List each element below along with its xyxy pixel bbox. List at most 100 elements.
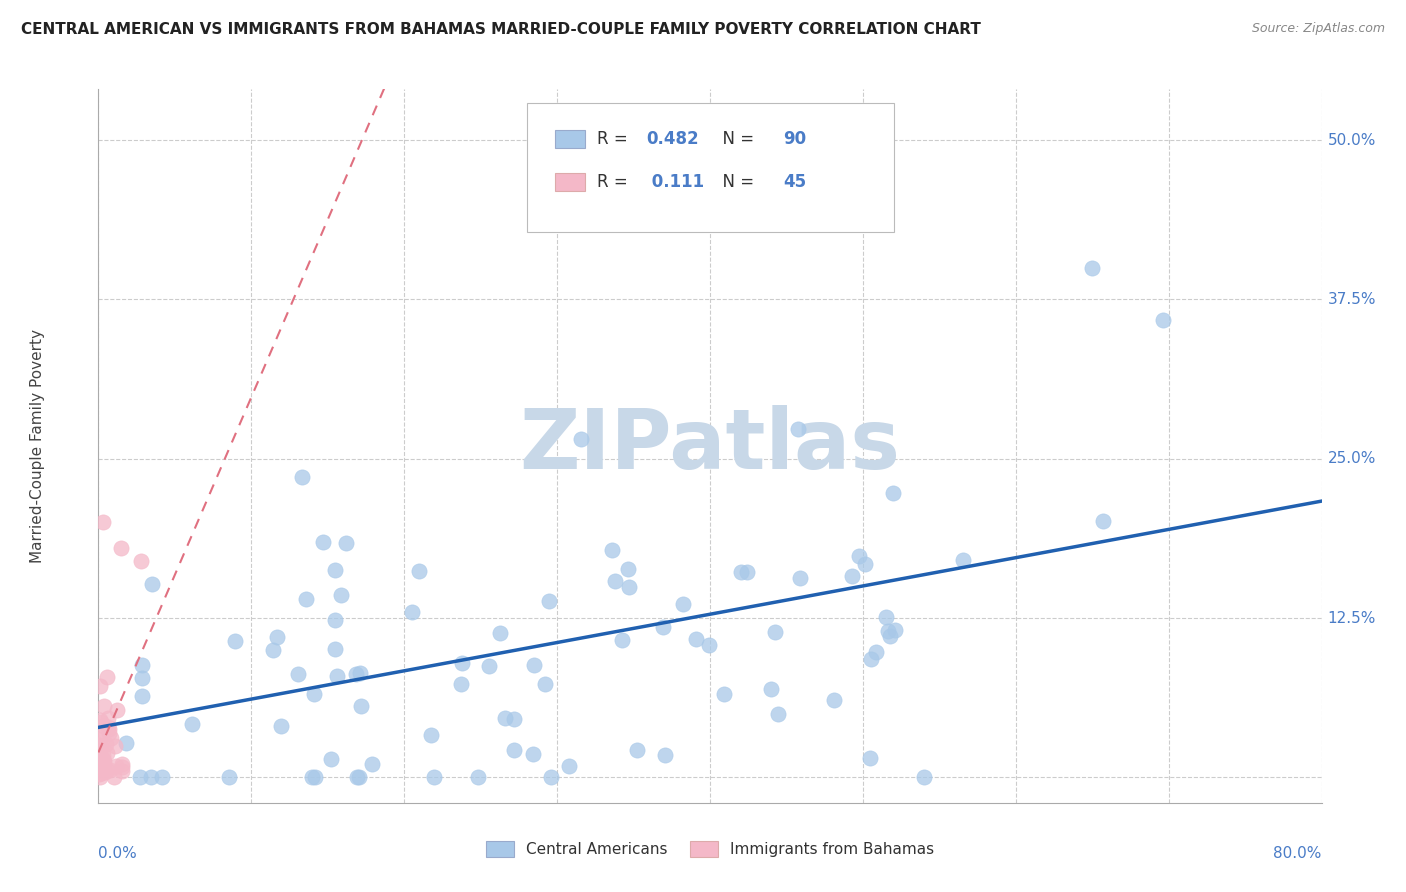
Point	[90, 765, 112, 780]
Point	[91, 516, 114, 530]
FancyBboxPatch shape	[526, 103, 894, 232]
Point	[523, 658, 546, 673]
Point	[603, 574, 626, 588]
Point	[96, 763, 118, 777]
Point	[759, 682, 782, 697]
Point	[823, 693, 845, 707]
Point	[697, 638, 720, 652]
Point	[360, 756, 382, 771]
Point	[323, 642, 346, 657]
Point	[1092, 514, 1115, 528]
Point	[713, 687, 735, 701]
Point	[602, 543, 624, 558]
Text: 0.482: 0.482	[647, 130, 699, 148]
Point	[522, 747, 544, 761]
Point	[302, 686, 325, 700]
Point	[540, 770, 562, 784]
Text: ZIPatlas: ZIPatlas	[520, 406, 900, 486]
Point	[287, 667, 309, 681]
Point	[295, 592, 318, 607]
Point	[1152, 312, 1174, 326]
Text: 80.0%: 80.0%	[1274, 846, 1322, 861]
Point	[129, 554, 152, 568]
Point	[91, 750, 114, 764]
Point	[853, 557, 876, 571]
Point	[323, 613, 346, 627]
Text: 45: 45	[783, 173, 807, 191]
Point	[110, 541, 132, 555]
Point	[879, 629, 901, 643]
Point	[877, 624, 900, 639]
Point	[262, 643, 284, 657]
Point	[104, 759, 127, 773]
Point	[489, 626, 512, 640]
Point	[90, 714, 112, 729]
Point	[129, 770, 152, 784]
Point	[882, 486, 904, 500]
Point	[617, 580, 640, 594]
Point	[330, 588, 353, 602]
Point	[952, 553, 974, 567]
Point	[301, 770, 323, 784]
Point	[110, 764, 132, 779]
Point	[319, 752, 342, 766]
Point	[93, 719, 115, 733]
Text: Married-Couple Family Poverty: Married-Couple Family Poverty	[30, 329, 45, 563]
Point	[90, 755, 112, 769]
Point	[1081, 260, 1104, 275]
Point	[104, 739, 127, 753]
Point	[93, 699, 115, 714]
Point	[875, 609, 897, 624]
Text: 25.0%: 25.0%	[1327, 451, 1376, 467]
Point	[685, 632, 707, 646]
Point	[89, 770, 111, 784]
Point	[93, 754, 115, 768]
Point	[266, 630, 288, 644]
Point	[346, 770, 368, 784]
Point	[423, 770, 446, 784]
Point	[503, 712, 526, 726]
Point	[786, 422, 808, 436]
Point	[91, 747, 114, 762]
Point	[494, 711, 516, 725]
Point	[89, 756, 111, 771]
Text: Source: ZipAtlas.com: Source: ZipAtlas.com	[1251, 22, 1385, 36]
Point	[111, 756, 134, 771]
Text: 0.111: 0.111	[647, 173, 704, 191]
Point	[450, 677, 472, 691]
Point	[467, 770, 489, 784]
Point	[139, 770, 162, 784]
Text: R =: R =	[598, 130, 634, 148]
Point	[672, 597, 695, 611]
Point	[131, 657, 153, 672]
Point	[912, 770, 935, 784]
Text: N =: N =	[713, 173, 759, 191]
Point	[569, 432, 592, 446]
Point	[617, 561, 640, 575]
Text: 37.5%: 37.5%	[1327, 292, 1376, 307]
Point	[557, 759, 579, 773]
Point	[865, 645, 887, 659]
Point	[87, 743, 110, 757]
Point	[96, 670, 118, 684]
Point	[652, 210, 675, 224]
Point	[87, 744, 110, 758]
Legend: Central Americans, Immigrants from Bahamas: Central Americans, Immigrants from Baham…	[479, 835, 941, 863]
Point	[408, 564, 430, 578]
Point	[859, 652, 882, 666]
Point	[96, 737, 118, 751]
Point	[451, 656, 474, 670]
Point	[884, 623, 907, 637]
Point	[420, 728, 443, 742]
Point	[848, 549, 870, 563]
Point	[98, 722, 121, 736]
Point	[323, 563, 346, 577]
Point	[87, 757, 110, 772]
Point	[96, 746, 118, 760]
Point	[94, 764, 117, 779]
Text: 0.0%: 0.0%	[98, 846, 138, 861]
Point	[291, 469, 314, 483]
Point	[87, 739, 110, 753]
Point	[610, 633, 633, 648]
Point	[87, 738, 110, 752]
